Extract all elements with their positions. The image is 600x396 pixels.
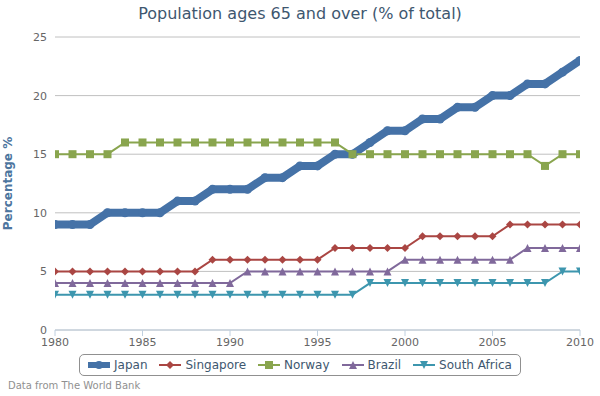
svg-text:5: 5 bbox=[40, 265, 47, 278]
svg-text:25: 25 bbox=[33, 31, 47, 44]
html-text:Data from The World Bank: Data from The World Bank bbox=[8, 380, 141, 391]
svg-text:2005: 2005 bbox=[479, 336, 507, 349]
html-text:Population ages 65 and over (%: Population ages 65 and over (% of total) bbox=[138, 4, 462, 23]
svg-text:Percentage %: Percentage % bbox=[8, 137, 15, 230]
svg-text:15: 15 bbox=[33, 148, 47, 161]
svg-text:20: 20 bbox=[33, 90, 47, 103]
svg-text:1995: 1995 bbox=[304, 336, 332, 349]
svg-text:1980: 1980 bbox=[41, 336, 69, 349]
html-text:Singapore: Singapore bbox=[185, 358, 246, 372]
html-text:Japan: Japan bbox=[114, 358, 148, 372]
svg-text:2000: 2000 bbox=[391, 336, 419, 349]
svg-text:10: 10 bbox=[33, 207, 47, 220]
svg-text:0: 0 bbox=[40, 324, 47, 337]
html-text:South Africa: South Africa bbox=[439, 358, 512, 372]
svg-text:2010: 2010 bbox=[566, 336, 592, 349]
html-text:Brazil: Brazil bbox=[367, 358, 402, 372]
svg-text:1985: 1985 bbox=[129, 336, 157, 349]
html-text:Norway: Norway bbox=[284, 358, 330, 372]
svg-text:1990: 1990 bbox=[216, 336, 244, 349]
